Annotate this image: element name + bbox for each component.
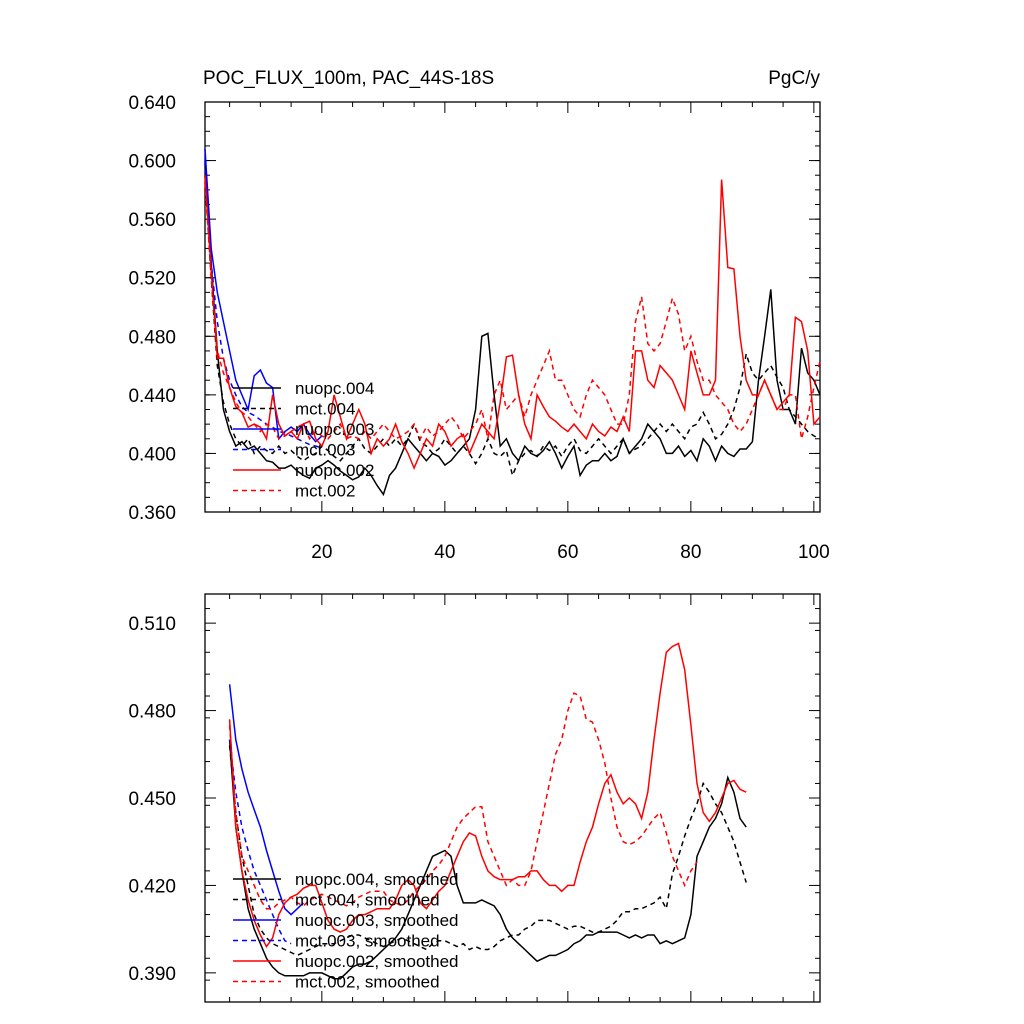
legend-label: mct.002 xyxy=(295,482,355,501)
y-tick-label: 0.480 xyxy=(128,327,176,348)
series-line-mct-004-smoothed xyxy=(228,745,747,957)
series-line-mct-004 xyxy=(204,175,821,478)
bottom-series xyxy=(228,642,747,980)
legend-label: mct.004, smoothed xyxy=(295,891,440,910)
y-tick-label: 0.520 xyxy=(128,269,176,290)
legend-label: nuopc.004, smoothed xyxy=(295,870,459,889)
series-line-nuopc-002 xyxy=(204,175,821,471)
legend-label: nuopc.004 xyxy=(295,379,374,398)
legend-label: nuopc.003 xyxy=(295,420,374,439)
series-line-mct-002 xyxy=(204,182,821,441)
y-tick-label: 0.400 xyxy=(128,444,176,465)
legend-label: mct.004 xyxy=(295,400,355,419)
y-tick-label: 0.480 xyxy=(128,702,176,723)
legend-label: mct.003 xyxy=(295,441,355,460)
top-panel: POC_FLUX_100m, PAC_44S-18S PgC/y 0.3600.… xyxy=(128,68,829,563)
legend-label: mct.003, smoothed xyxy=(295,932,440,951)
y-tick-label: 0.510 xyxy=(128,614,176,635)
chart-title: POC_FLUX_100m, PAC_44S-18S xyxy=(203,68,494,89)
y-tick-label: 0.640 xyxy=(128,93,176,114)
y-tick-label: 0.450 xyxy=(128,789,176,810)
chart-units: PgC/y xyxy=(768,68,820,89)
y-tick-label: 0.560 xyxy=(128,210,176,231)
series-line-nuopc-002-smoothed xyxy=(228,642,747,949)
top-series xyxy=(204,148,821,497)
legend-label: mct.002, smoothed xyxy=(295,973,440,992)
series-line-nuopc-003-smoothed xyxy=(228,684,304,916)
series-line-nuopc-004-smoothed xyxy=(228,739,747,980)
y-tick-label: 0.390 xyxy=(128,964,176,985)
y-tick-label: 0.420 xyxy=(128,876,176,897)
legend-label: nuopc.002 xyxy=(295,461,374,480)
bottom-panel: 0.390 0.420 0.450 0.480 0.510 nuopc.004, smo… xyxy=(128,593,821,1003)
x-tick-label: 80 xyxy=(680,542,701,563)
series-line-mct-003-smoothed xyxy=(228,739,292,945)
x-tick-label: 40 xyxy=(434,542,455,563)
legend-label: nuopc.003, smoothed xyxy=(295,911,459,930)
y-tick-label: 0.600 xyxy=(128,152,176,173)
bottom-ticks: 0.390 0.420 0.450 0.480 0.510 xyxy=(128,594,820,1003)
legend-label: nuopc.002, smoothed xyxy=(295,952,459,971)
x-tick-label: 20 xyxy=(311,542,332,563)
y-tick-label: 0.360 xyxy=(128,503,176,524)
x-tick-label: 100 xyxy=(798,542,830,563)
y-tick-label: 0.440 xyxy=(128,386,176,407)
top-ticks: 0.360 0.400 0.440 0.480 0.520 0.560 0.600 0.640… xyxy=(128,93,829,563)
x-tick-label: 60 xyxy=(557,542,578,563)
series-line-nuopc-004 xyxy=(204,163,821,497)
